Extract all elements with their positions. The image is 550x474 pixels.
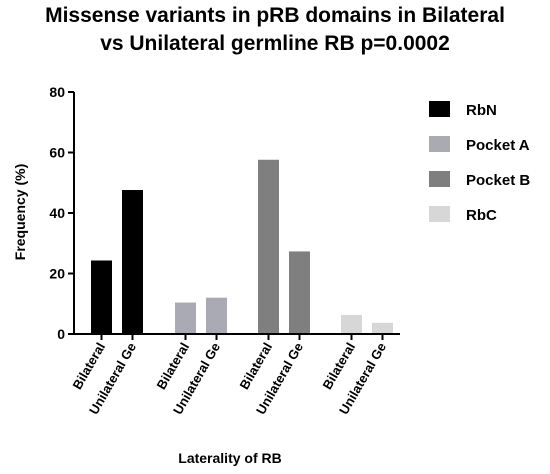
bar — [372, 322, 393, 334]
legend-swatch — [429, 101, 450, 117]
bar — [258, 159, 279, 334]
chart-title-line-2: vs Unilateral germline RB p=0.0002 — [100, 32, 450, 55]
bars — [91, 159, 393, 334]
chart-title-line-1: Missense variants in pRB domains in Bila… — [45, 4, 505, 27]
legend-swatch — [429, 206, 450, 222]
y-tick-label: 20 — [49, 266, 65, 282]
bar — [289, 251, 310, 334]
y-tick-label: 80 — [49, 84, 65, 100]
y-tick-label: 60 — [49, 145, 65, 161]
y-tick-label: 0 — [57, 326, 65, 342]
y-tick-label: 40 — [49, 205, 65, 221]
bar — [122, 190, 143, 334]
legend-label: Pocket A — [466, 137, 530, 154]
bar — [341, 314, 362, 334]
legend-label: Pocket B — [466, 172, 530, 189]
legend-label: RbN — [466, 102, 497, 119]
legend-swatch — [429, 136, 450, 152]
x-axis-label: Laterality of RB — [178, 450, 281, 466]
y-axis-label: Frequency (%) — [12, 164, 28, 260]
bar — [91, 260, 112, 334]
legend-swatch — [429, 171, 450, 187]
chart-title: Missense variants in pRB domains in Bila… — [0, 2, 550, 58]
legend-label: RbC — [466, 207, 497, 224]
bar — [206, 297, 227, 334]
legend: RbN Pocket A Pocket B RbC — [429, 101, 530, 224]
bar — [175, 302, 196, 334]
y-axis: 0 20 40 60 80 — [49, 84, 75, 342]
